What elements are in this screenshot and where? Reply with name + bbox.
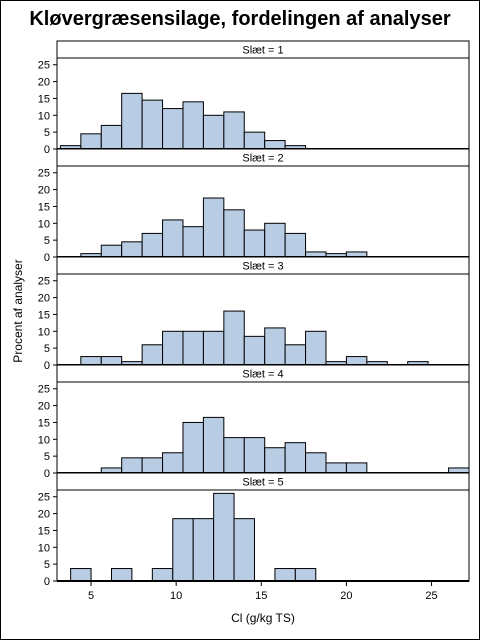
panel-label: Slæt = 3 — [242, 261, 283, 273]
panel-label: Slæt = 1 — [242, 45, 283, 57]
x-tick-label: 5 — [88, 590, 94, 602]
histogram-bar — [202, 114, 225, 150]
chart-title: Kløvergræsensilage, fordelingen af analy… — [29, 8, 451, 30]
y-tick-label: 25 — [38, 168, 50, 180]
histogram-bar — [243, 229, 266, 258]
histogram-bar — [162, 219, 184, 258]
histogram-bar — [141, 457, 164, 474]
y-tick-label: 0 — [44, 576, 50, 588]
y-tick-label: 5 — [44, 451, 50, 463]
x-tick-label: 25 — [425, 590, 437, 602]
histogram-bar — [284, 442, 307, 474]
histogram-bar — [223, 437, 245, 474]
histogram-bar — [162, 108, 184, 150]
histogram-bar — [233, 518, 255, 582]
histogram-bar — [223, 209, 245, 258]
x-tick-label: 20 — [340, 590, 352, 602]
y-tick-label: 5 — [44, 559, 50, 571]
histogram-bar — [264, 447, 286, 474]
histogram-bar — [243, 437, 266, 474]
histogram-bar — [100, 244, 123, 258]
histogram-bar — [100, 356, 123, 366]
histogram-bar — [223, 310, 245, 366]
histogram-bar — [162, 330, 184, 366]
y-tick-label: 20 — [38, 293, 50, 305]
x-tick-label: 10 — [170, 590, 182, 602]
y-tick-label: 20 — [38, 77, 50, 89]
panel-label: Slæt = 4 — [242, 369, 283, 381]
y-tick-label: 15 — [38, 93, 50, 105]
y-tick-label: 15 — [38, 309, 50, 321]
histogram-bar — [172, 518, 194, 582]
x-tick-label: 15 — [255, 590, 267, 602]
y-tick-label: 0 — [44, 144, 50, 156]
histogram-bar — [100, 124, 123, 150]
histogram-bar — [243, 131, 266, 150]
histogram-bar — [141, 99, 164, 150]
histogram-bar — [80, 356, 102, 366]
histogram-bar — [294, 568, 317, 582]
y-tick-label: 15 — [38, 417, 50, 429]
y-tick-label: 0 — [44, 252, 50, 264]
histogram-bar — [182, 330, 204, 366]
y-tick-label: 5 — [44, 343, 50, 355]
y-tick-label: 20 — [38, 509, 50, 521]
y-tick-label: 25 — [38, 60, 50, 72]
histogram-bar — [70, 568, 92, 582]
histogram-bar — [284, 232, 307, 258]
y-tick-label: 20 — [38, 401, 50, 413]
panel-label: Slæt = 5 — [242, 477, 283, 489]
y-tick-label: 15 — [38, 525, 50, 537]
y-tick-label: 5 — [44, 235, 50, 247]
histogram-bar — [243, 335, 266, 366]
histogram-bar — [264, 140, 286, 150]
panel-plot-area — [56, 489, 470, 582]
y-tick-label: 10 — [38, 218, 50, 230]
y-tick-label: 20 — [38, 185, 50, 197]
y-tick-label: 5 — [44, 127, 50, 139]
y-tick-label: 10 — [38, 434, 50, 446]
y-tick-label: 10 — [38, 110, 50, 122]
histogram-bar — [213, 492, 235, 582]
histogram-bar — [162, 452, 184, 474]
histogram-bar — [284, 344, 307, 366]
x-axis-title: Cl (g/kg TS) — [231, 611, 295, 625]
y-tick-label: 25 — [38, 492, 50, 504]
y-tick-label: 25 — [38, 276, 50, 288]
panel-label: Slæt = 2 — [242, 153, 283, 165]
histogram-bar — [305, 452, 327, 474]
histogram-bar — [121, 241, 143, 258]
histogram-bar — [345, 462, 368, 474]
histogram-bar — [325, 462, 347, 474]
histogram-bar — [202, 416, 225, 474]
y-tick-label: 25 — [38, 384, 50, 396]
histogram-bar — [274, 568, 296, 582]
histogram-bar — [264, 327, 286, 366]
histogram-bar — [202, 197, 225, 258]
y-tick-label: 10 — [38, 542, 50, 554]
histogram-bar — [110, 568, 133, 582]
histogram-bar — [182, 421, 204, 474]
histogram-bar — [182, 226, 204, 258]
histogram-bar — [141, 344, 164, 366]
y-tick-label: 15 — [38, 201, 50, 213]
histogram-bar — [223, 111, 245, 150]
histogram-bar — [192, 518, 215, 582]
histogram-bar — [182, 101, 204, 150]
y-tick-label: 10 — [38, 326, 50, 338]
y-axis-title: Procent af analyser — [11, 259, 25, 362]
histogram-bar — [151, 568, 174, 582]
histogram-bar — [202, 330, 225, 366]
y-tick-label: 0 — [44, 360, 50, 372]
histogram-bar — [121, 457, 143, 474]
histogram-bar — [141, 232, 164, 258]
histogram-bar — [305, 330, 327, 366]
histogram-bar — [80, 133, 102, 150]
histogram-bar — [345, 356, 368, 366]
histogram-bar — [121, 92, 143, 150]
y-tick-label: 0 — [44, 468, 50, 480]
histogram-bar — [264, 222, 286, 258]
